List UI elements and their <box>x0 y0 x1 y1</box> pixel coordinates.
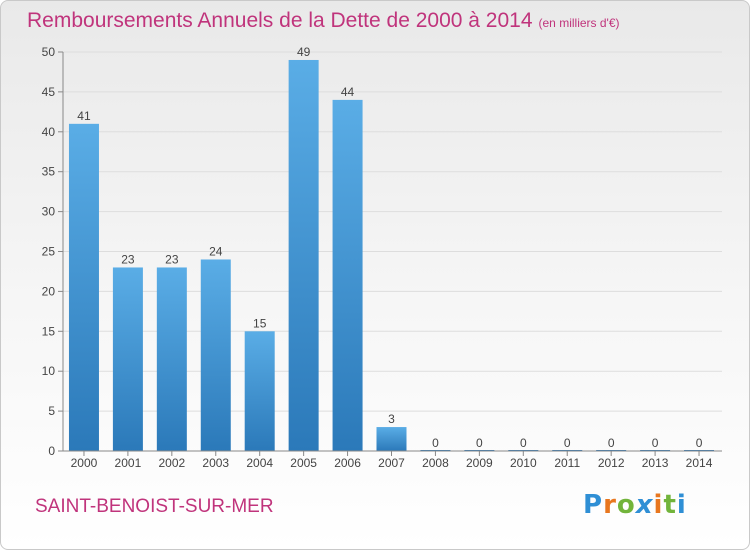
y-tick-label: 10 <box>42 364 56 378</box>
y-tick-label: 25 <box>42 245 56 259</box>
x-tick-label: 2001 <box>115 456 142 470</box>
y-tick-label: 20 <box>42 284 56 298</box>
bar-2002 <box>156 267 187 451</box>
logo-letter: P <box>583 490 604 520</box>
data-label: 3 <box>388 412 395 426</box>
bar-2007 <box>376 427 407 451</box>
y-tick-label: 50 <box>42 45 56 59</box>
x-tick-label: 2004 <box>246 456 273 470</box>
data-label: 24 <box>209 244 223 258</box>
y-tick-label: 40 <box>42 125 56 139</box>
y-tick-label: 45 <box>42 85 56 99</box>
x-tick-label: 2013 <box>642 456 669 470</box>
data-label: 0 <box>432 436 439 450</box>
y-tick-label: 5 <box>48 404 55 418</box>
x-tick-label: 2010 <box>510 456 537 470</box>
bars <box>68 59 715 451</box>
bar-2003 <box>200 259 231 451</box>
bar-2001 <box>112 267 143 451</box>
bar-2000 <box>68 123 99 451</box>
y-tick-label: 35 <box>42 165 56 179</box>
data-label: 23 <box>121 252 135 266</box>
logo-letter: x <box>635 490 654 520</box>
x-tick-label: 2012 <box>598 456 625 470</box>
x-tick-label: 2008 <box>422 456 449 470</box>
x-tick-label: 2006 <box>334 456 361 470</box>
data-label: 0 <box>652 436 659 450</box>
x-tick-label: 2007 <box>378 456 405 470</box>
logo-letter: r <box>603 490 617 520</box>
y-tick-label: 15 <box>42 324 56 338</box>
x-tick-label: 2005 <box>290 456 317 470</box>
data-labels: 41 23 23 24 15 49 44 3 0 0 0 0 0 0 0 <box>77 45 702 450</box>
y-tick-label: 0 <box>48 444 55 458</box>
bar-2005 <box>288 59 319 451</box>
logo-letter: i <box>653 490 664 520</box>
data-label: 0 <box>608 436 615 450</box>
data-label: 0 <box>520 436 527 450</box>
data-label: 0 <box>476 436 483 450</box>
x-tick-label: 2014 <box>686 456 713 470</box>
chart-title: Remboursements Annuels de la Dette de 20… <box>27 9 620 33</box>
chart-subtitle: (en milliers d'€) <box>538 16 620 30</box>
chart-title-text: Remboursements Annuels de la Dette de 20… <box>27 9 533 32</box>
y-tick-label: 30 <box>42 205 56 219</box>
x-tick-label: 2011 <box>554 456 580 470</box>
data-label: 41 <box>77 109 91 123</box>
proxiti-logo: Proxiti <box>583 490 687 520</box>
data-label: 0 <box>564 436 571 450</box>
x-tick-label: 2000 <box>71 456 98 470</box>
data-label: 0 <box>696 436 703 450</box>
data-label: 15 <box>253 316 267 330</box>
logo-letter: i <box>676 490 687 520</box>
bar-2004 <box>244 331 275 451</box>
data-label: 23 <box>165 252 179 266</box>
logo-letter: o <box>616 490 636 520</box>
commune-name: SAINT-BENOIST-SUR-MER <box>35 496 274 517</box>
logo-letter: t <box>663 490 677 520</box>
data-label: 49 <box>297 45 311 59</box>
x-tick-label: 2009 <box>466 456 493 470</box>
x-tick-label: 2002 <box>158 456 185 470</box>
bar-2006 <box>332 99 363 451</box>
x-tick-label: 2003 <box>202 456 229 470</box>
data-label: 44 <box>341 85 355 99</box>
